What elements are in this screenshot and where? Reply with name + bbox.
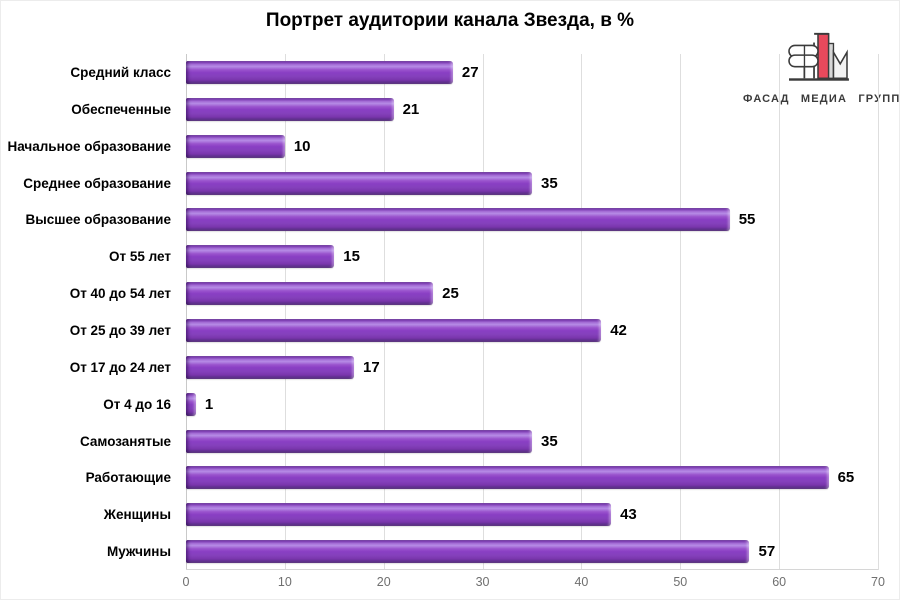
bar-value-label: 35 [541, 432, 558, 450]
gridline-60 [779, 54, 781, 570]
gridline-10 [284, 54, 286, 570]
bar [186, 208, 730, 232]
gridline-70 [878, 54, 879, 570]
category-label: Самозанятые [79, 433, 171, 449]
category-label: Мужчины [107, 544, 171, 560]
category-label: Средний класс [70, 64, 171, 80]
x-tick-label-10: 10 [277, 575, 292, 589]
bar-rows: 27 21 10 35 55 15 25 42 17 1 35 65 43 57 [186, 54, 878, 570]
x-axis-line [186, 569, 878, 570]
bar-row: 35 [186, 423, 878, 460]
bar-row: 57 [186, 533, 878, 570]
gridline-50 [680, 54, 682, 570]
category-label: Работающие [85, 470, 171, 486]
logo: ФАСАД МЕДИА ГРУПП [743, 29, 900, 105]
bar-row: 35 [186, 165, 878, 202]
bar [186, 60, 453, 84]
bar-value-label: 57 [758, 543, 776, 561]
category-label: От 17 до 24 лет [69, 359, 171, 375]
category-label: От 40 до 54 лет [69, 286, 171, 302]
chart-title: Портрет аудитории канала Звезда, в % [265, 10, 635, 31]
fasad-media-grupp-logo-icon [788, 32, 849, 81]
category-label: Обеспеченные [71, 101, 171, 117]
bar [186, 318, 602, 342]
bar-value-label: 17 [363, 358, 380, 376]
bar [186, 466, 829, 490]
x-axis-tick-labels: 0 10 20 30 40 50 60 70 [182, 575, 885, 595]
bar [186, 245, 335, 269]
bar-value-label: 65 [837, 469, 855, 487]
x-tick-label-40: 40 [574, 575, 589, 589]
bar-value-label: 55 [738, 211, 756, 229]
logo-text: ФАСАД МЕДИА ГРУПП [743, 93, 900, 105]
category-axis-labels: Средний класс Обеспеченные Начальное образ… [1, 54, 179, 570]
bar-value-label: 10 [293, 137, 311, 155]
bar-value-label: 35 [541, 174, 558, 192]
category-label: Высшее образование [25, 212, 171, 228]
bar [186, 355, 355, 379]
category-label: От 25 до 39 лет [69, 322, 171, 338]
bar [186, 97, 394, 121]
category-label: От 4 до 16 [103, 396, 171, 412]
bar [186, 134, 285, 158]
gridline-40 [581, 54, 583, 570]
x-tick-label-0: 0 [182, 575, 190, 589]
category-label: Начальное образование [7, 138, 171, 154]
plot-area: 27 21 10 35 55 15 25 42 17 1 35 65 43 57 [186, 54, 879, 570]
bar [186, 429, 532, 453]
bar-row: 42 [186, 312, 878, 349]
bar-value-label: 21 [402, 100, 420, 118]
bar-row: 43 [186, 496, 878, 533]
bar-row: 65 [186, 459, 878, 496]
gridline-20 [383, 54, 385, 570]
bar-row: 1 [186, 386, 878, 423]
bar-row: 17 [186, 349, 878, 386]
bar-row: 21 [186, 91, 878, 128]
bar [186, 282, 434, 306]
bar-value-label: 42 [610, 321, 627, 339]
bar-row: 27 [186, 54, 878, 91]
bar [186, 171, 532, 195]
bar-row: 55 [186, 201, 878, 238]
category-label: От 55 лет [109, 249, 171, 265]
x-tick-label-20: 20 [376, 575, 391, 589]
y-axis-line [186, 54, 187, 570]
category-label: Среднее образование [23, 175, 171, 191]
x-tick-label-30: 30 [475, 575, 490, 589]
bar-value-label: 43 [620, 506, 637, 524]
x-tick-label-70: 70 [871, 575, 885, 589]
bar-value-label: 25 [442, 285, 459, 303]
x-tick-label-50: 50 [673, 575, 688, 589]
x-tick-label-60: 60 [772, 575, 787, 589]
bar [186, 540, 750, 564]
gridline-30 [482, 54, 484, 570]
bar-row: 25 [186, 275, 878, 312]
bar-value-label: 27 [461, 63, 479, 81]
category-label: Женщины [103, 507, 171, 523]
bar [186, 392, 196, 416]
bar-value-label: 1 [204, 395, 214, 413]
bar-row: 10 [186, 128, 878, 165]
bar [186, 503, 612, 527]
bar-value-label: 15 [343, 248, 360, 266]
bar-row: 15 [186, 238, 878, 275]
